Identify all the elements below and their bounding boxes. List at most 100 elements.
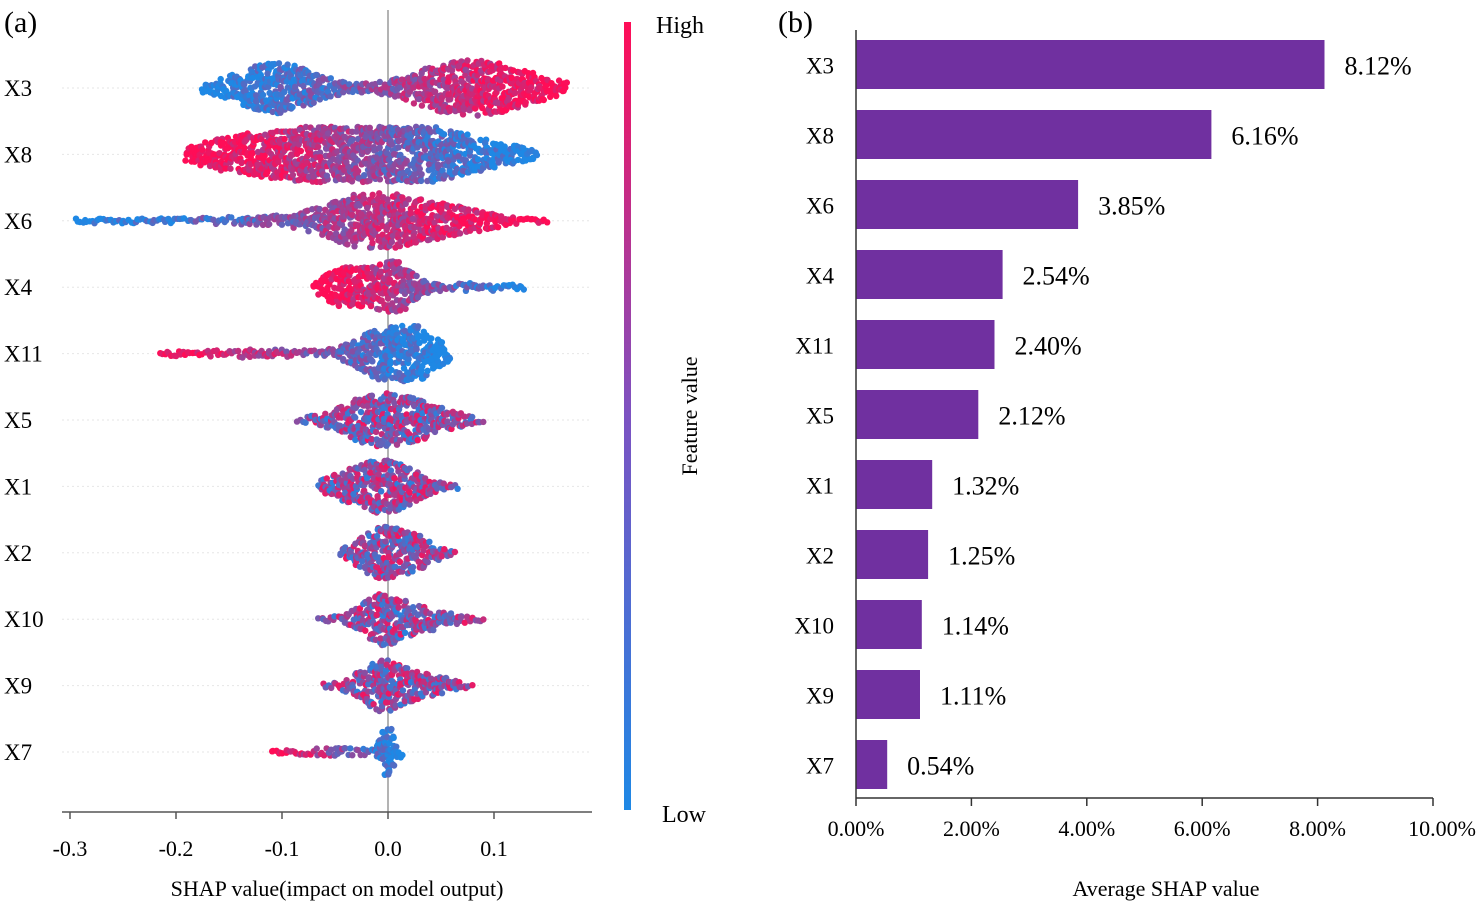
shap-point — [406, 88, 413, 95]
shap-point — [297, 176, 304, 183]
panel-a-letter: (a) — [4, 6, 37, 39]
shap-point — [547, 93, 554, 101]
shap-point — [533, 151, 541, 159]
shap-point — [242, 87, 249, 94]
shap-point — [409, 563, 417, 571]
shap-point — [362, 627, 369, 634]
shap-point — [402, 96, 410, 103]
shap-point — [366, 124, 373, 131]
shap-point — [364, 204, 371, 212]
shap-point — [305, 228, 312, 235]
shap-point — [352, 414, 359, 421]
shap-point — [284, 61, 291, 68]
shap-point — [469, 413, 476, 421]
beeswarm-points — [72, 57, 570, 778]
shap-point — [227, 165, 234, 172]
shap-point — [418, 102, 426, 109]
shap-point — [502, 64, 509, 72]
shap-point — [418, 70, 425, 77]
shap-point — [553, 92, 560, 100]
shap-point — [300, 82, 307, 90]
shap-point — [224, 145, 231, 152]
shap-point — [474, 112, 481, 119]
shap-point — [480, 418, 487, 426]
shap-point — [327, 75, 334, 82]
shap-point — [462, 66, 469, 74]
shap-point — [368, 392, 376, 399]
shap-point — [416, 95, 423, 103]
shap-point — [235, 347, 242, 355]
shap-point — [424, 558, 431, 566]
shap-point — [438, 94, 446, 101]
shap-point — [413, 272, 420, 280]
shap-point — [406, 489, 414, 496]
shap-point — [424, 367, 431, 374]
shap-point — [451, 548, 459, 556]
shap-point — [289, 171, 297, 179]
shap-point — [210, 151, 218, 158]
shap-point — [324, 130, 332, 137]
shap-point — [418, 171, 425, 178]
shap-point — [515, 98, 522, 106]
shap-point — [373, 611, 380, 619]
shap-point — [555, 77, 563, 84]
shap-point — [445, 96, 452, 103]
shap-point — [485, 76, 492, 83]
shap-point — [249, 149, 256, 157]
shap-point — [310, 99, 317, 106]
shap-point — [220, 139, 227, 147]
shap-point — [323, 172, 331, 179]
shap-point — [395, 144, 402, 151]
shap-point — [520, 286, 527, 293]
shap-point — [438, 339, 446, 346]
shap-point — [199, 146, 206, 153]
shap-point — [445, 356, 452, 364]
shap-point — [508, 74, 515, 82]
shap-point — [505, 95, 512, 103]
shap-point — [425, 96, 432, 104]
shap-point — [222, 165, 229, 172]
shap-point — [258, 135, 265, 143]
shap-point — [388, 238, 396, 246]
shap-point — [511, 89, 519, 97]
shap-point — [392, 324, 399, 331]
shap-point — [465, 206, 472, 213]
shap-point — [369, 239, 376, 247]
shap-point — [395, 259, 402, 266]
shap-point — [414, 437, 421, 444]
shap-point — [291, 83, 299, 91]
shap-point — [308, 167, 315, 174]
shap-point — [269, 75, 276, 82]
shap-point — [354, 167, 362, 175]
shap-point — [297, 147, 305, 155]
shap-point — [539, 96, 546, 103]
shap-point — [411, 171, 418, 178]
shap-point — [474, 156, 482, 163]
shap-point — [454, 485, 461, 492]
shap-point — [357, 408, 365, 416]
shap-point — [405, 196, 412, 203]
shap-point — [431, 88, 438, 96]
shap-point — [426, 538, 433, 545]
shap-point — [264, 70, 271, 77]
shap-point — [289, 103, 296, 111]
shap-point — [413, 346, 420, 353]
shap-point — [410, 100, 418, 107]
shap-point — [249, 74, 256, 82]
shap-point — [524, 92, 532, 99]
shap-point — [460, 106, 468, 113]
shap-point — [346, 81, 353, 88]
shap-point — [563, 79, 570, 86]
shap-point — [459, 111, 467, 118]
shap-point — [464, 57, 471, 64]
shap-point — [327, 93, 334, 100]
shap-point — [324, 88, 331, 95]
shap-point — [275, 60, 283, 67]
shap-point — [441, 546, 448, 553]
shap-point — [238, 159, 245, 167]
shap-point — [384, 196, 391, 203]
shap-point — [351, 243, 358, 250]
shap-point — [529, 69, 537, 77]
shap-point — [265, 83, 272, 91]
